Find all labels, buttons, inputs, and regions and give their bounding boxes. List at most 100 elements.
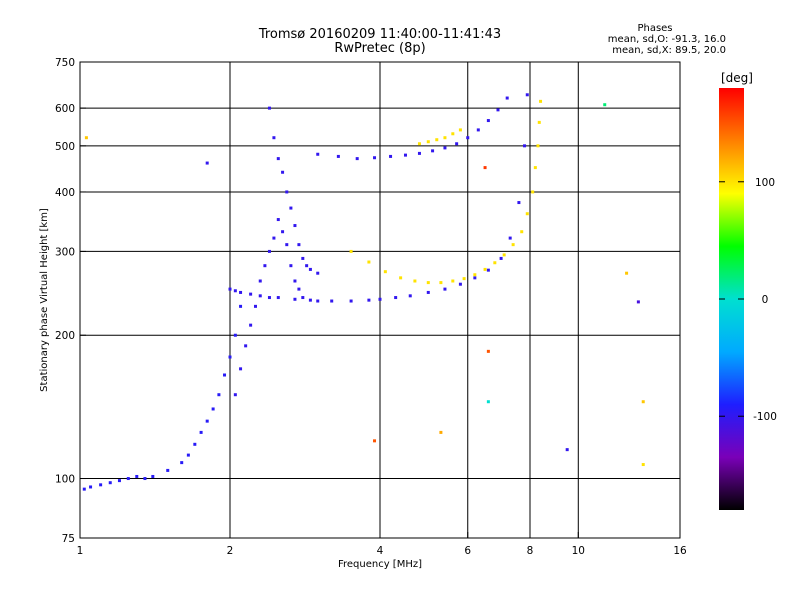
data-point: [458, 128, 462, 132]
data-point: [239, 304, 243, 308]
data-point: [193, 442, 197, 446]
data-point: [301, 296, 305, 300]
data-point: [276, 157, 280, 161]
x-tick-label: 4: [377, 545, 384, 557]
data-point: [281, 230, 285, 234]
data-point: [373, 156, 377, 160]
data-point: [426, 290, 430, 294]
data-point: [466, 136, 470, 140]
data-point: [205, 419, 209, 423]
data-point: [520, 230, 524, 234]
data-point: [228, 355, 232, 359]
data-point: [89, 485, 93, 489]
data-point-outlier: [636, 300, 640, 304]
data-point: [426, 281, 430, 285]
data-point: [293, 279, 297, 283]
data-point: [523, 144, 527, 148]
data-point: [537, 120, 541, 124]
data-point: [367, 298, 371, 302]
data-point: [99, 483, 103, 487]
data-point: [383, 270, 387, 274]
data-point: [126, 477, 130, 481]
data-point: [413, 279, 417, 283]
data-point: [297, 287, 301, 291]
data-point: [435, 138, 439, 142]
data-point: [493, 261, 497, 265]
data-point: [308, 267, 312, 271]
data-point-outlier: [641, 400, 645, 404]
data-point: [143, 477, 147, 481]
data-point: [108, 481, 112, 485]
data-point: [316, 152, 320, 156]
phases-heading: Phases: [637, 23, 672, 34]
data-point: [486, 119, 490, 123]
data-point: [536, 144, 540, 148]
data-point: [476, 128, 480, 132]
data-point: [244, 344, 248, 348]
data-point: [486, 268, 490, 272]
data-point: [403, 153, 407, 157]
data-point: [367, 260, 371, 264]
data-point: [285, 243, 289, 247]
data-point: [473, 273, 477, 277]
data-point: [276, 296, 280, 300]
data-point: [451, 132, 455, 136]
axis-ticks: 1 2 4 6 8 10 16 75 100 200 300 400 500 600 750: [55, 57, 687, 557]
x-tick-label: 1: [77, 545, 84, 557]
data-point: [508, 236, 512, 240]
x-tick-label: 6: [464, 545, 471, 557]
data-point: [308, 298, 312, 302]
data-point-outlier: [641, 463, 645, 467]
data-point: [233, 289, 237, 293]
colorbar-tick-label: -100: [753, 411, 777, 423]
data-point: [408, 294, 412, 298]
data-point-outlier: [486, 400, 490, 404]
y-tick-label: 500: [55, 141, 75, 153]
colorbar-tick-label: 100: [755, 177, 775, 189]
x-tick-label: 16: [673, 545, 687, 557]
data-point: [455, 142, 459, 146]
x-tick-label: 2: [227, 545, 234, 557]
data-point: [431, 149, 435, 153]
chart-subtitle: RwPretec (8p): [334, 41, 425, 56]
data-point: [281, 170, 285, 174]
data-point: [233, 393, 237, 397]
data-point: [249, 292, 253, 296]
data-point: [525, 212, 529, 216]
data-point: [443, 287, 447, 291]
data-point: [263, 264, 267, 268]
data-point: [502, 253, 506, 257]
data-point: [349, 299, 353, 303]
data-point: [272, 236, 276, 240]
data-point: [336, 154, 340, 158]
data-point: [285, 190, 289, 194]
data-point: [272, 136, 276, 140]
data-point: [305, 264, 309, 268]
phase-o-stats: mean, sd,O: -91.3, 16.0: [608, 34, 726, 45]
data-point: [417, 151, 421, 155]
y-axis-label: Stationary phase Virtual Height [km]: [39, 208, 50, 392]
data-point: [496, 108, 500, 112]
data-point: [517, 201, 521, 205]
data-point: [233, 333, 237, 337]
data-point: [505, 96, 509, 100]
y-tick-label: 750: [55, 57, 75, 69]
data-point: [151, 474, 155, 478]
data-point: [186, 453, 190, 457]
data-points: [82, 93, 645, 491]
data-point: [443, 136, 447, 140]
data-point: [117, 479, 121, 483]
data-point: [330, 299, 334, 303]
y-tick-label: 200: [55, 330, 75, 342]
data-point: [389, 154, 393, 158]
data-point-outlier: [483, 166, 487, 170]
data-point: [533, 166, 537, 170]
data-point: [301, 256, 305, 260]
chart-title: Tromsø 20160209 11:40:00-11:41:43: [258, 27, 501, 42]
phase-x-stats: mean, sd,X: 89.5, 20.0: [612, 45, 726, 56]
data-point: [439, 281, 443, 285]
data-point: [289, 264, 293, 268]
data-point: [297, 243, 301, 247]
data-point-outlier: [625, 271, 629, 275]
